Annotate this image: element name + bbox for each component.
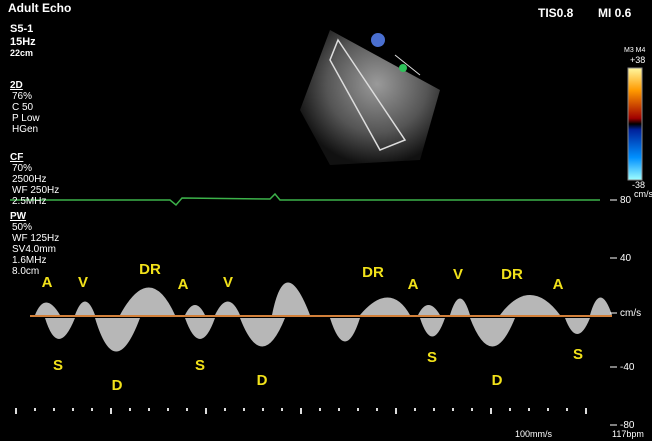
depth: 22cm [10, 48, 33, 58]
heart-rate: 117bpm [612, 429, 644, 439]
time-dot [205, 408, 207, 414]
time-dot [471, 408, 473, 411]
wave-label: V [223, 274, 233, 291]
doppler-spectrum [35, 282, 612, 352]
time-dot [585, 408, 587, 414]
color-max: +38 [630, 55, 645, 65]
time-dot [528, 408, 530, 411]
setting-value: 2.5MHz [12, 196, 46, 207]
sweep: 100mm/s [515, 429, 553, 439]
scale-label: 80 [620, 195, 632, 206]
time-dot [281, 408, 283, 411]
probe: S5-1 [10, 23, 33, 35]
color-mode: M3 M4 [624, 47, 646, 54]
wave-label: S [53, 357, 63, 374]
scale-label: cm/s [620, 308, 641, 319]
wave-label: A [178, 276, 189, 293]
time-dot [129, 408, 131, 411]
setting-value: 76% [12, 91, 32, 102]
scale-label: -40 [620, 362, 635, 373]
setting-value: WF 125Hz [12, 233, 59, 244]
title: Adult Echo [8, 1, 71, 15]
color-unit: cm/s [634, 189, 652, 199]
wave-label: DR [501, 266, 523, 283]
wave-label: A [408, 276, 419, 293]
time-dot [300, 408, 302, 414]
time-dot [53, 408, 55, 411]
time-dot [509, 408, 511, 411]
ecg-trace [10, 192, 600, 207]
wave-label: DR [139, 261, 161, 278]
setting-value: SV4.0mm [12, 244, 56, 255]
time-dot [167, 408, 169, 411]
frame-rate: 15Hz [10, 36, 36, 48]
setting-label: PW [10, 211, 27, 222]
setting-value: 8.0cm [12, 266, 39, 277]
time-dot [490, 408, 492, 414]
color-bar [627, 67, 643, 181]
time-dot [452, 408, 454, 411]
time-dot [547, 408, 549, 411]
wave-label: A [42, 274, 53, 291]
sample-line [394, 54, 421, 76]
time-dot [72, 408, 74, 411]
wave-label: D [492, 372, 503, 389]
time-dot [376, 408, 378, 411]
wave-label: S [427, 349, 437, 366]
wave-label: S [195, 357, 205, 374]
wave-label: A [553, 276, 564, 293]
wave-label: V [78, 274, 88, 291]
setting-label: 2D [10, 80, 23, 91]
setting-value: 1.6MHz [12, 255, 46, 266]
wave-label: V [453, 266, 463, 283]
wave-label: D [257, 372, 268, 389]
wave-label: S [573, 346, 583, 363]
time-dot [34, 408, 36, 411]
time-dot [566, 408, 568, 411]
tis: TIS0.8 [538, 6, 574, 20]
time-dot [15, 408, 17, 414]
mi: MI 0.6 [598, 6, 632, 20]
wave-label: D [112, 377, 123, 394]
sample-volume [399, 64, 407, 72]
wave-label: DR [362, 264, 384, 281]
time-dot [262, 408, 264, 411]
setting-value: WF 250Hz [12, 185, 59, 196]
time-dot [110, 408, 112, 414]
sector-image [300, 30, 440, 165]
setting-value: 70% [12, 163, 32, 174]
time-dot [357, 408, 359, 411]
time-dot [395, 408, 397, 414]
color-box [329, 38, 407, 151]
time-dot [243, 408, 245, 411]
setting-value: 2500Hz [12, 174, 46, 185]
scale-label: 40 [620, 253, 632, 264]
setting-label: CF [10, 152, 23, 163]
time-dot [148, 408, 150, 411]
time-dot [186, 408, 188, 411]
time-dot [319, 408, 321, 411]
probe-marker [371, 33, 385, 47]
time-markers [15, 408, 587, 414]
setting-value: 50% [12, 222, 32, 233]
time-dot [224, 408, 226, 411]
time-dot [414, 408, 416, 411]
time-dot [91, 408, 93, 411]
time-dot [433, 408, 435, 411]
scale-label: -80 [620, 420, 635, 431]
setting-value: HGen [12, 124, 38, 135]
setting-value: C 50 [12, 102, 34, 113]
color-min: -38 [632, 180, 645, 190]
setting-value: P Low [12, 113, 40, 124]
time-dot [338, 408, 340, 411]
